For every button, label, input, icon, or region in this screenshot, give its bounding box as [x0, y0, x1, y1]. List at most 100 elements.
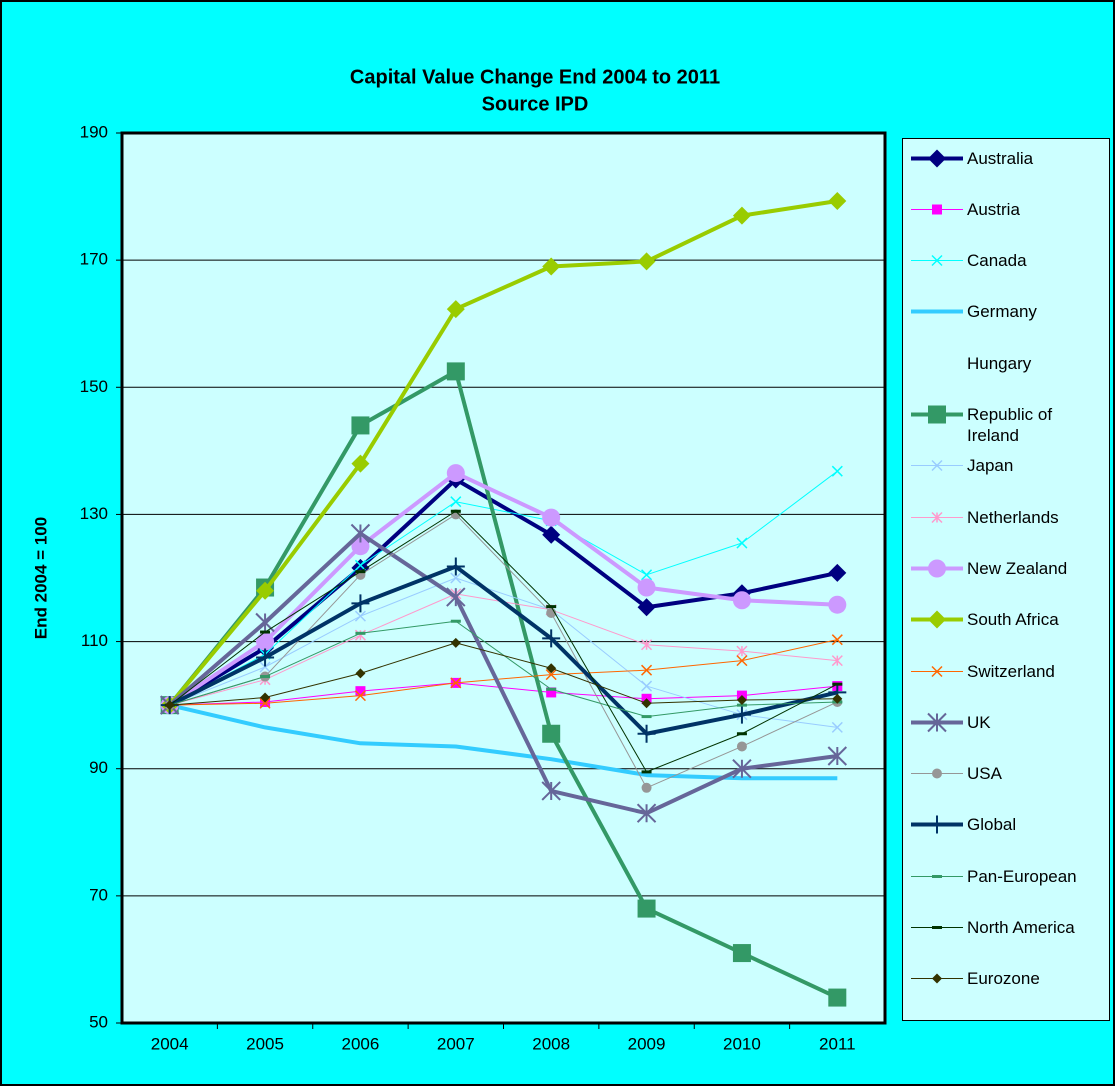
legend-label: Australia [967, 148, 1034, 168]
legend-entry: Global [909, 814, 1109, 854]
marker [928, 610, 946, 629]
legend-swatch [911, 815, 963, 834]
legend-swatch [911, 973, 963, 984]
legend-entry: Germany [909, 301, 1109, 341]
marker [828, 988, 847, 1007]
legend-label: Germany [967, 302, 1037, 322]
legend-label: Canada [967, 251, 1027, 271]
marker [641, 639, 653, 651]
marker [831, 655, 843, 667]
legend-entry: Eurozone [909, 968, 1109, 1008]
marker [351, 454, 370, 473]
marker [736, 741, 747, 752]
marker [355, 668, 366, 679]
legend-label: Japan [967, 456, 1014, 476]
y-tick-label: 190 [80, 122, 108, 141]
marker [542, 257, 561, 276]
legend-swatch [911, 926, 963, 929]
marker [827, 746, 848, 766]
legend-entry: New Zealand [909, 558, 1109, 598]
marker [641, 698, 652, 709]
marker [354, 690, 366, 702]
marker [542, 508, 561, 527]
series-line [169, 682, 838, 706]
legend-entry: USA [909, 763, 1109, 803]
series-line [168, 564, 838, 736]
marker [446, 300, 465, 319]
marker [928, 815, 946, 834]
plot-border [120, 131, 887, 1025]
series-line [168, 199, 838, 707]
chart-subtitle: Source IPD [482, 93, 589, 115]
x-tick-label: 2011 [819, 1034, 856, 1053]
legend-swatch [911, 712, 963, 733]
series-line [169, 642, 838, 706]
plot-area [122, 133, 885, 1023]
legend-label: South Africa [967, 610, 1059, 630]
marker [732, 944, 751, 963]
y-tick-label: 70 [89, 885, 108, 904]
legend-label: Republic of Ireland [967, 405, 1053, 445]
marker [637, 252, 656, 271]
x-tick-label: 2009 [628, 1034, 666, 1053]
legend-swatch [911, 610, 963, 629]
y-axis-label: End 2004 = 100 [31, 517, 50, 639]
marker [736, 645, 748, 657]
legend-entry: UK [909, 712, 1109, 752]
legend-swatch [911, 460, 963, 472]
marker [354, 559, 366, 571]
x-tick-label: 2004 [151, 1034, 189, 1053]
series-line [169, 513, 838, 789]
marker [931, 665, 943, 677]
marker [641, 680, 653, 692]
legend-label: Hungary [967, 353, 1032, 373]
marker [450, 496, 462, 508]
marker [931, 460, 943, 472]
marker [641, 782, 652, 793]
marker [641, 569, 653, 581]
marker [256, 632, 275, 651]
marker [351, 594, 370, 613]
marker [446, 557, 465, 576]
marker [637, 598, 656, 617]
y-tick-label: 150 [80, 377, 108, 396]
marker [736, 695, 747, 706]
marker [351, 416, 370, 435]
series-line [168, 531, 838, 816]
legend-entry: Pan-European [909, 866, 1109, 906]
marker [732, 759, 752, 779]
marker [354, 610, 366, 622]
legend: Australia Austria Canada Germany Hungary Repu… [902, 138, 1110, 1021]
marker [928, 559, 946, 578]
marker [928, 405, 946, 424]
legend-label: Eurozone [967, 969, 1040, 989]
legend-label: Switzerland [967, 661, 1055, 681]
legend-swatch [911, 309, 963, 314]
y-tick-label: 170 [80, 250, 108, 269]
marker [932, 204, 942, 215]
marker [641, 664, 653, 676]
x-tick-label: 2008 [532, 1034, 570, 1053]
marker [450, 677, 462, 689]
marker [545, 669, 557, 681]
marker [928, 149, 946, 167]
legend-label: New Zealand [967, 558, 1068, 578]
marker [637, 899, 656, 918]
legend-label: Pan-European [967, 866, 1077, 886]
legend-swatch [911, 665, 963, 677]
legend-entry: Japan [909, 455, 1109, 495]
legend-label: Netherlands [967, 507, 1059, 527]
marker [260, 692, 271, 703]
marker [450, 572, 462, 584]
legend-entry: Australia [909, 148, 1109, 188]
legend-swatch [911, 204, 963, 215]
marker [831, 721, 843, 733]
x-tick-label: 2006 [342, 1034, 380, 1053]
marker [736, 655, 748, 667]
y-tick-label: 90 [89, 758, 108, 777]
marker [351, 537, 370, 556]
marker [446, 362, 465, 381]
legend-entry: Canada [909, 250, 1109, 290]
marker [932, 768, 942, 779]
